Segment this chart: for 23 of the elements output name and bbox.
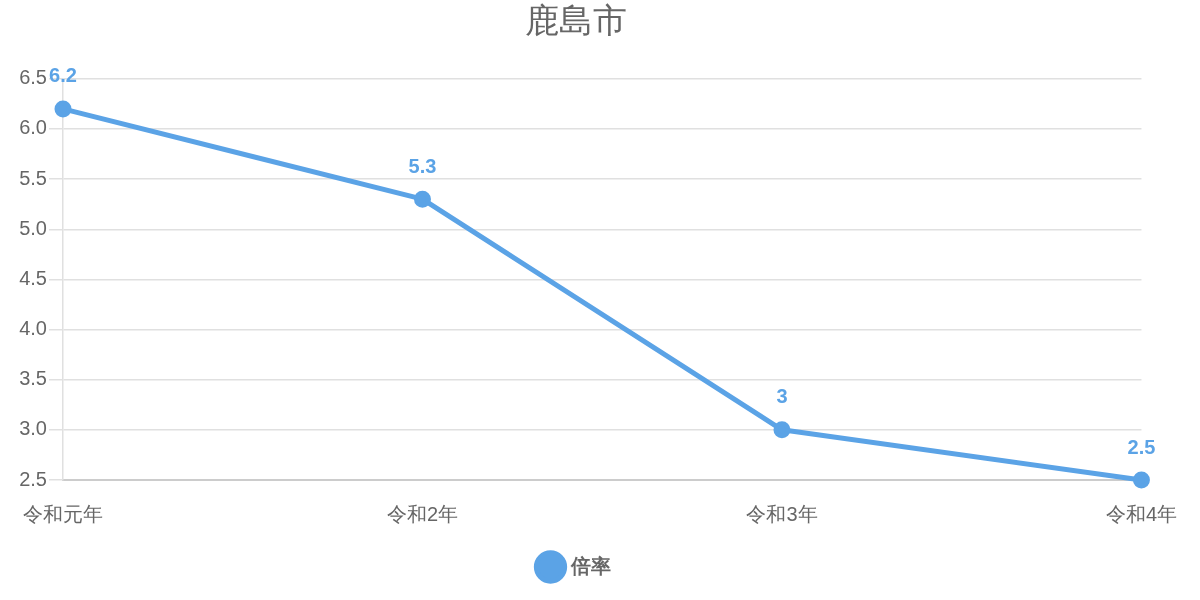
data-label: 2.5 — [1127, 435, 1156, 458]
legend-label: 倍率 — [569, 554, 611, 577]
point — [1132, 471, 1150, 489]
y-tick-label: 6.5 — [19, 66, 47, 89]
data-label: 6.2 — [49, 64, 77, 87]
data-label: 3 — [776, 385, 788, 408]
x-tick-label: 令和3年 — [746, 502, 818, 525]
y-tick-label: 5.0 — [19, 216, 47, 239]
y-tick-label: 2.5 — [19, 467, 47, 490]
point — [54, 100, 72, 118]
chart-title: 鹿島市 — [524, 0, 627, 39]
y-tick-label: 3.0 — [19, 417, 47, 440]
y-tick-label: 3.5 — [19, 367, 47, 390]
y-tick-label: 5.5 — [19, 166, 47, 189]
point — [413, 190, 431, 208]
y-tick-label: 4.5 — [19, 266, 47, 289]
data-label: 5.3 — [408, 154, 437, 177]
x-tick-label: 令和2年 — [386, 502, 459, 525]
x-tick-label: 令和4年 — [1105, 502, 1177, 525]
x-tick-label: 令和元年 — [23, 502, 103, 525]
y-tick-label: 6.0 — [19, 116, 47, 139]
point — [773, 421, 791, 439]
y-tick-label: 4.0 — [19, 317, 47, 340]
